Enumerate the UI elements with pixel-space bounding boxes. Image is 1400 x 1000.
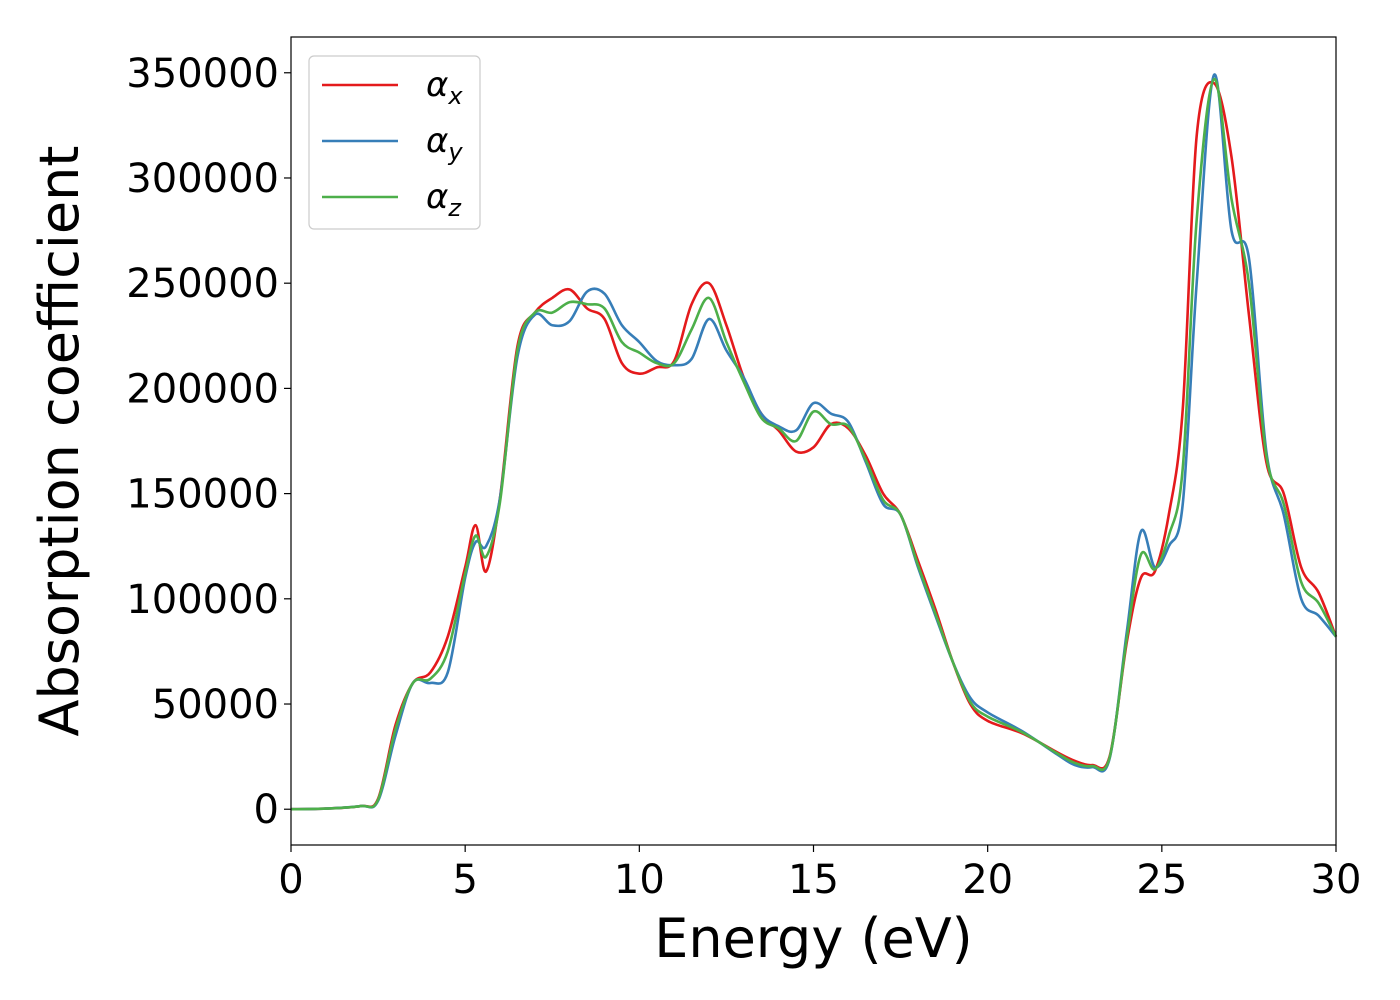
series-line-1 <box>290 73 1338 811</box>
series-line-2 <box>290 77 1338 811</box>
y-tick-label: 300000 <box>126 156 279 202</box>
x-tick-label: 25 <box>1136 857 1187 903</box>
y-tick-label: 200000 <box>126 366 279 412</box>
x-tick-label: 20 <box>962 857 1013 903</box>
x-axis: 0 5 10 15 20 25 30 <box>278 845 1361 903</box>
x-axis-title: Energy (eV) <box>654 907 973 970</box>
x-tick-label: 5 <box>452 857 477 903</box>
y-tick-label: 0 <box>254 787 279 833</box>
x-tick-label: 15 <box>788 857 839 903</box>
legend-label-2: αz <box>426 177 462 222</box>
y-tick-label: 100000 <box>126 577 279 623</box>
y-axis: 0 50000 100000 150000 200000 250000 300000 3500… <box>126 51 291 833</box>
legend-label-1: αy <box>426 121 463 166</box>
x-tick-label: 10 <box>614 857 665 903</box>
y-tick-label: 50000 <box>152 682 279 728</box>
legend: αx αy αz <box>308 55 481 230</box>
legend-box <box>308 55 481 230</box>
series-layer <box>290 73 1338 811</box>
y-tick-label: 350000 <box>126 51 279 97</box>
y-tick-label: 150000 <box>126 472 279 518</box>
y-tick-label: 250000 <box>126 261 279 307</box>
legend-label-0: αx <box>426 65 463 110</box>
x-tick-label: 30 <box>1311 857 1362 903</box>
x-tick-label: 0 <box>278 857 303 903</box>
y-axis-title: Absorption coefficient <box>28 146 91 737</box>
